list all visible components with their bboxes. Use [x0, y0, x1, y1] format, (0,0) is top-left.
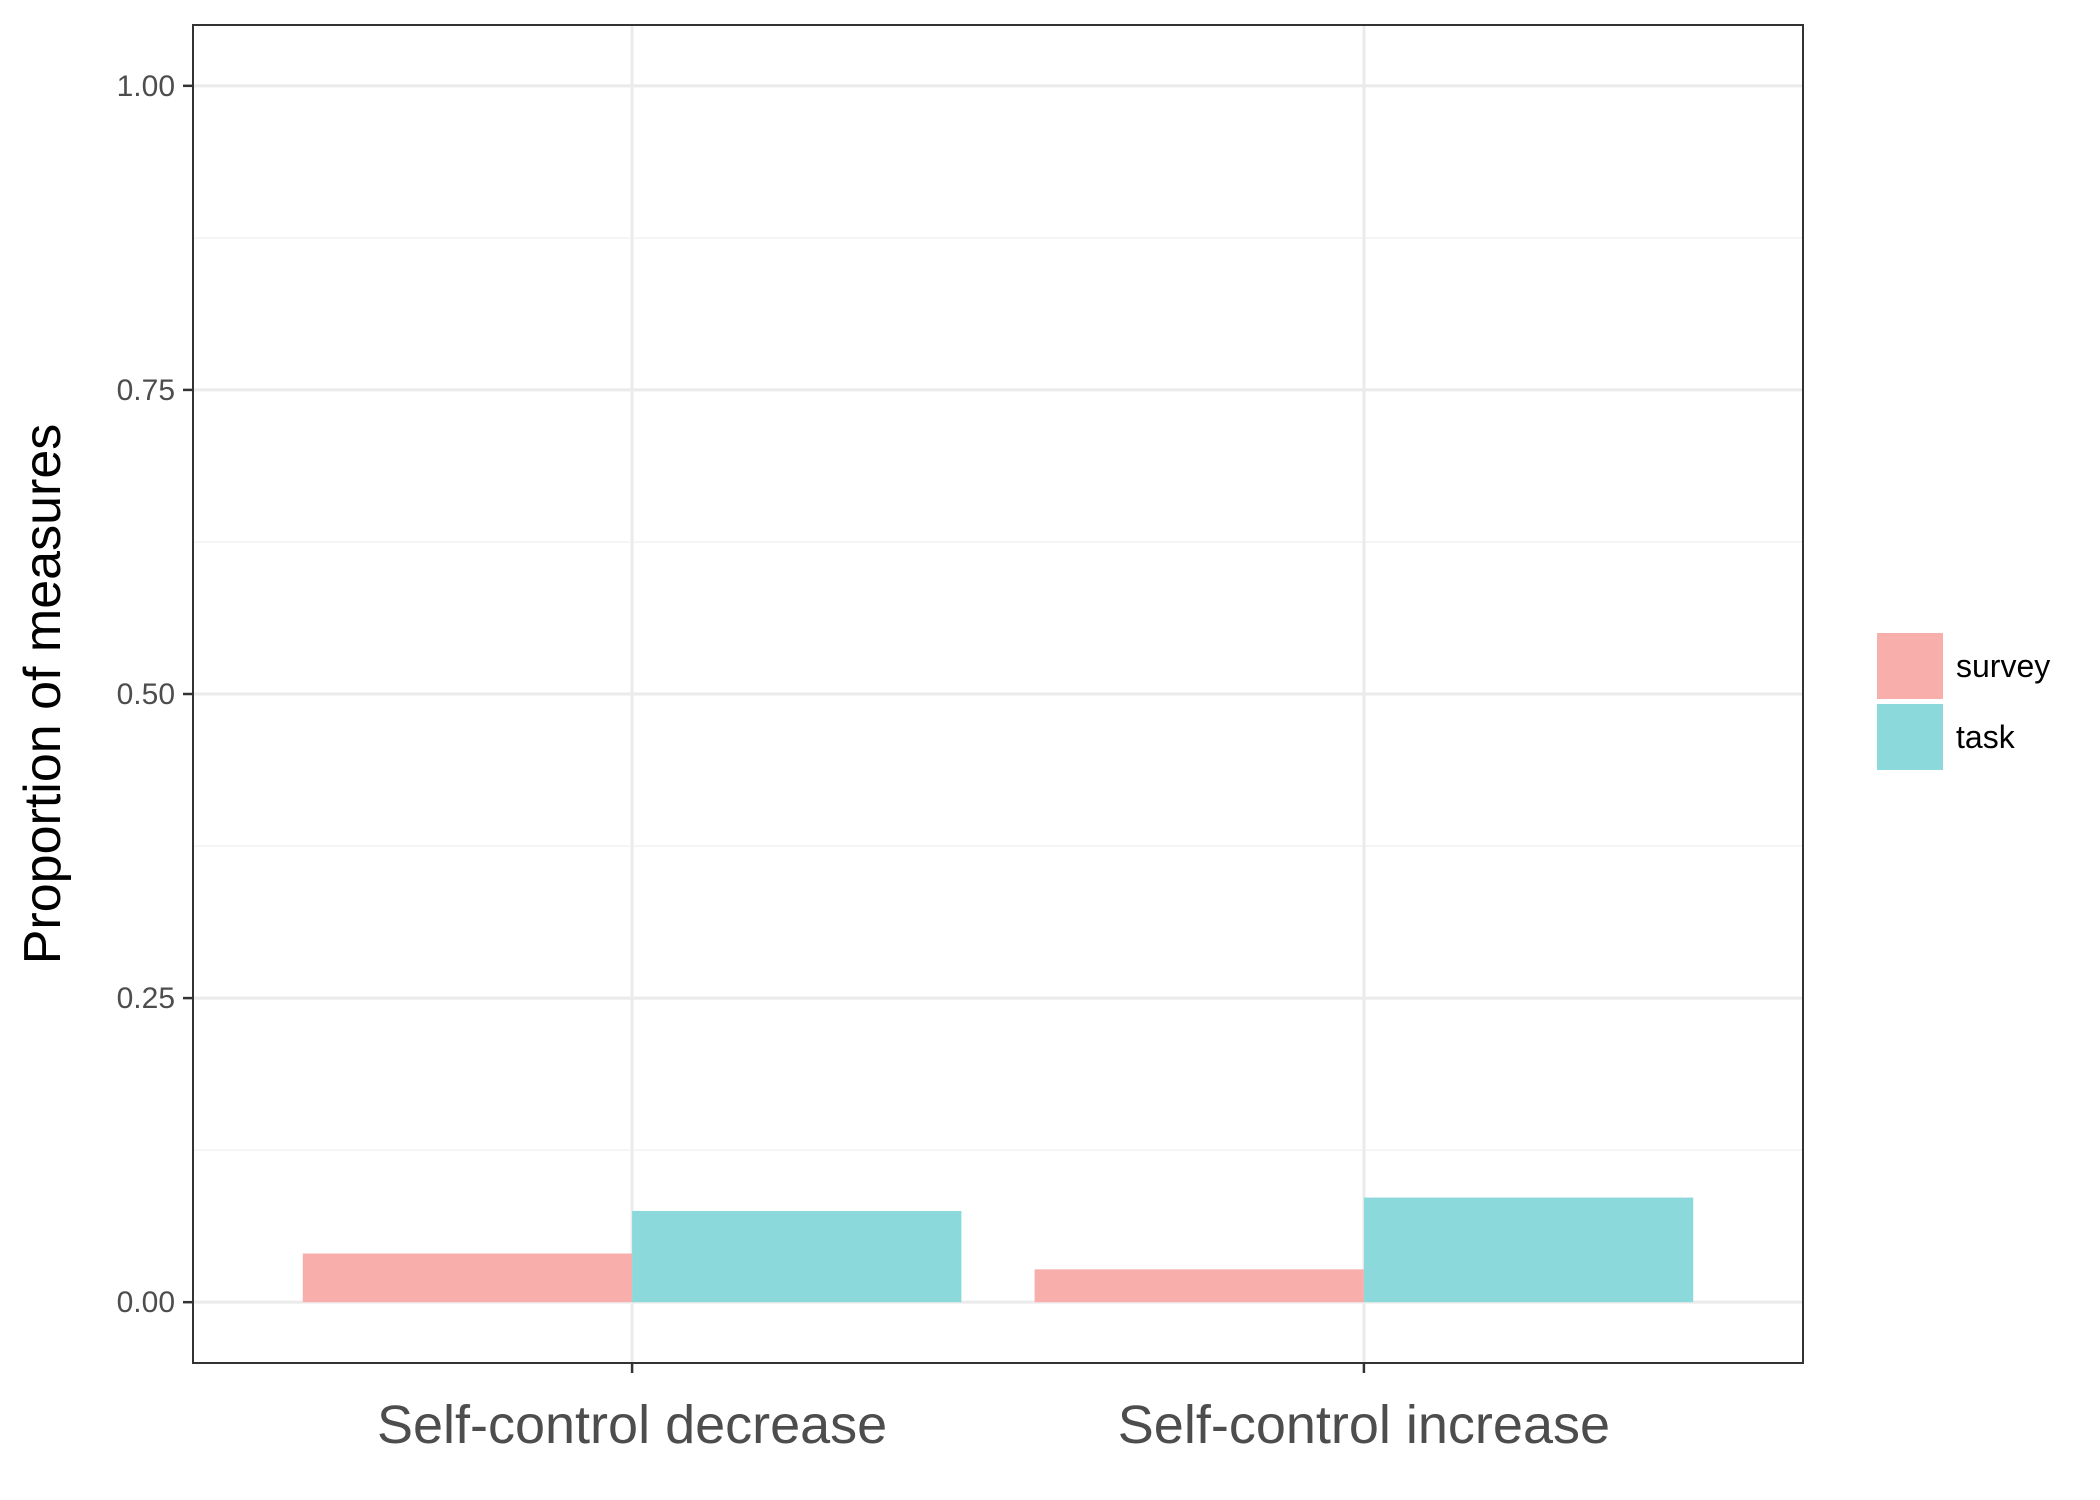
bar-task-1	[632, 1210, 962, 1303]
y-axis: 0.00 0.25 0.50 0.75 1.00	[117, 70, 193, 1319]
y-tick-label: 0.00	[117, 1286, 175, 1319]
legend-key-survey	[1877, 633, 1943, 699]
y-tick-label: 1.00	[117, 70, 175, 103]
y-tick-label: 0.25	[117, 982, 175, 1015]
grid-lines	[193, 25, 1803, 1363]
y-axis-title: Proportion of measures	[14, 424, 72, 965]
x-tick-label: Self-control increase	[1118, 1395, 1610, 1455]
bar-survey-1	[302, 1253, 633, 1303]
y-tick-label: 0.50	[117, 678, 175, 711]
bars	[302, 1197, 1694, 1303]
bar-survey-2	[1034, 1269, 1364, 1303]
legend-key-task	[1877, 704, 1943, 770]
y-tick-label: 0.75	[117, 374, 175, 407]
x-axis: Self-control decrease Self-control increa…	[377, 1363, 1610, 1455]
legend: survey task	[1877, 633, 2050, 770]
x-tick-label: Self-control decrease	[377, 1395, 887, 1455]
legend-label-survey: survey	[1956, 648, 2050, 684]
bar-task-2	[1363, 1197, 1694, 1303]
legend-label-task: task	[1956, 719, 2016, 755]
